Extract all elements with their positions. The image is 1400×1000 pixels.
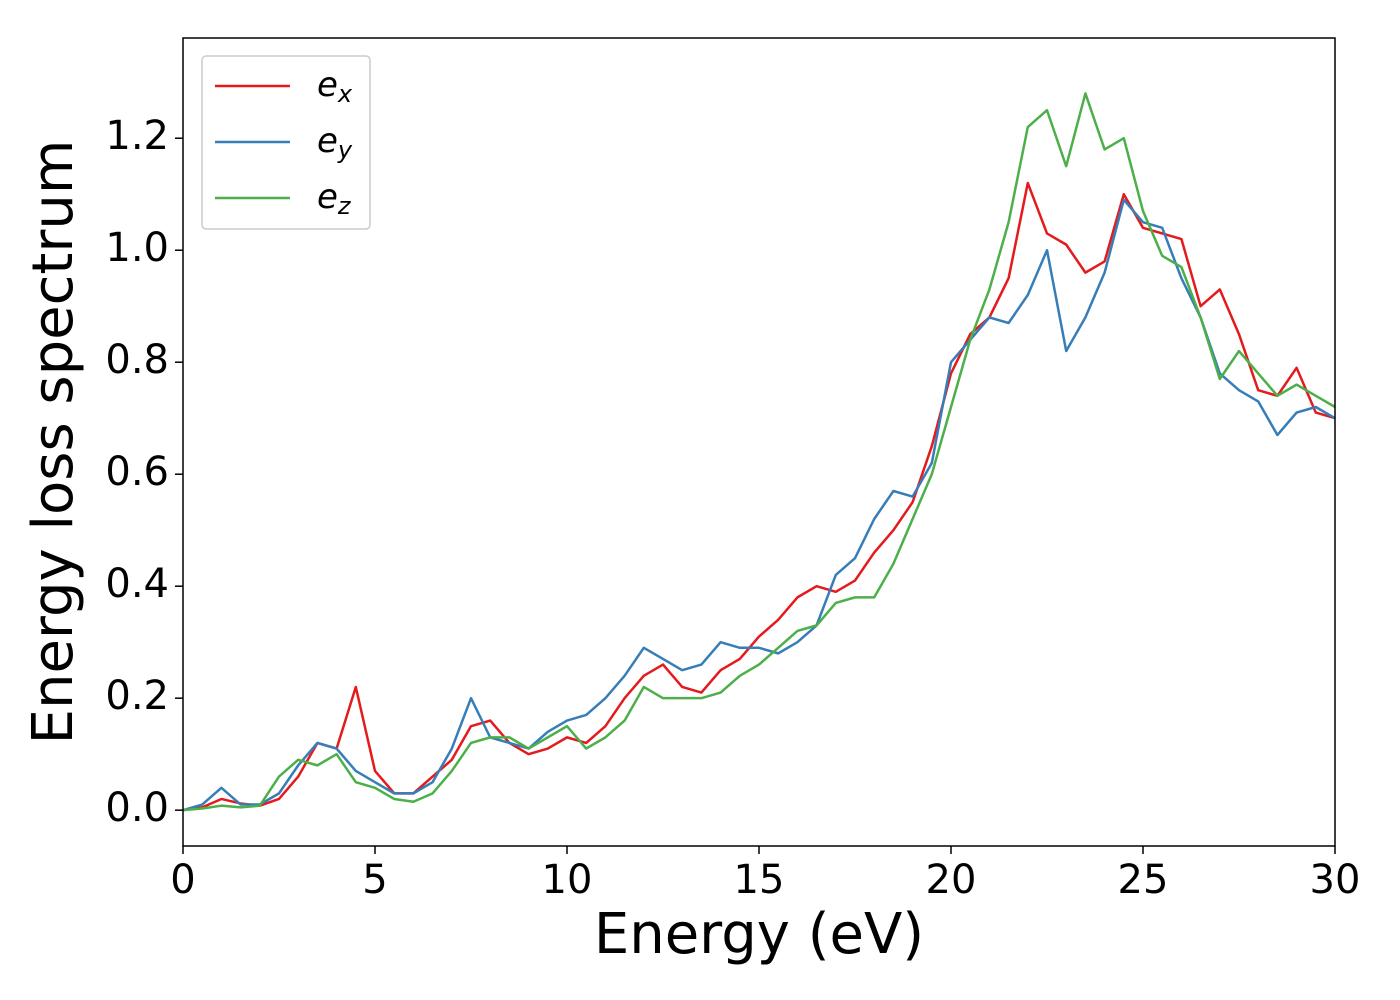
y-tick-label: 0.0 — [105, 785, 169, 831]
legend-label: ey — [317, 121, 353, 165]
x-tick-label: 25 — [1118, 857, 1169, 903]
x-tick-label: 30 — [1310, 857, 1361, 903]
x-tick-label: 20 — [926, 857, 977, 903]
y-tick-label: 0.8 — [105, 337, 169, 383]
legend-label: ez — [317, 177, 352, 221]
legend-label: ex — [317, 65, 353, 109]
plot-frame — [182, 37, 1336, 847]
x-tick-label: 5 — [362, 857, 387, 903]
x-tick-label: 10 — [542, 857, 593, 903]
y-tick-label: 1.0 — [105, 225, 169, 271]
y-tick-label: 0.4 — [105, 561, 169, 607]
y-axis-label: Energy loss spectrum — [21, 140, 86, 745]
x-tick-label: 0 — [170, 857, 195, 903]
series-line — [183, 92, 1335, 812]
x-axis-label: Energy (eV) — [594, 902, 924, 967]
series-line — [183, 198, 1335, 812]
y-tick-label: 1.2 — [105, 113, 169, 159]
y-tick-label: 0.2 — [105, 673, 169, 719]
series-line — [183, 181, 1335, 812]
y-tick-label: 0.6 — [105, 449, 169, 495]
x-tick-label: 15 — [734, 857, 785, 903]
